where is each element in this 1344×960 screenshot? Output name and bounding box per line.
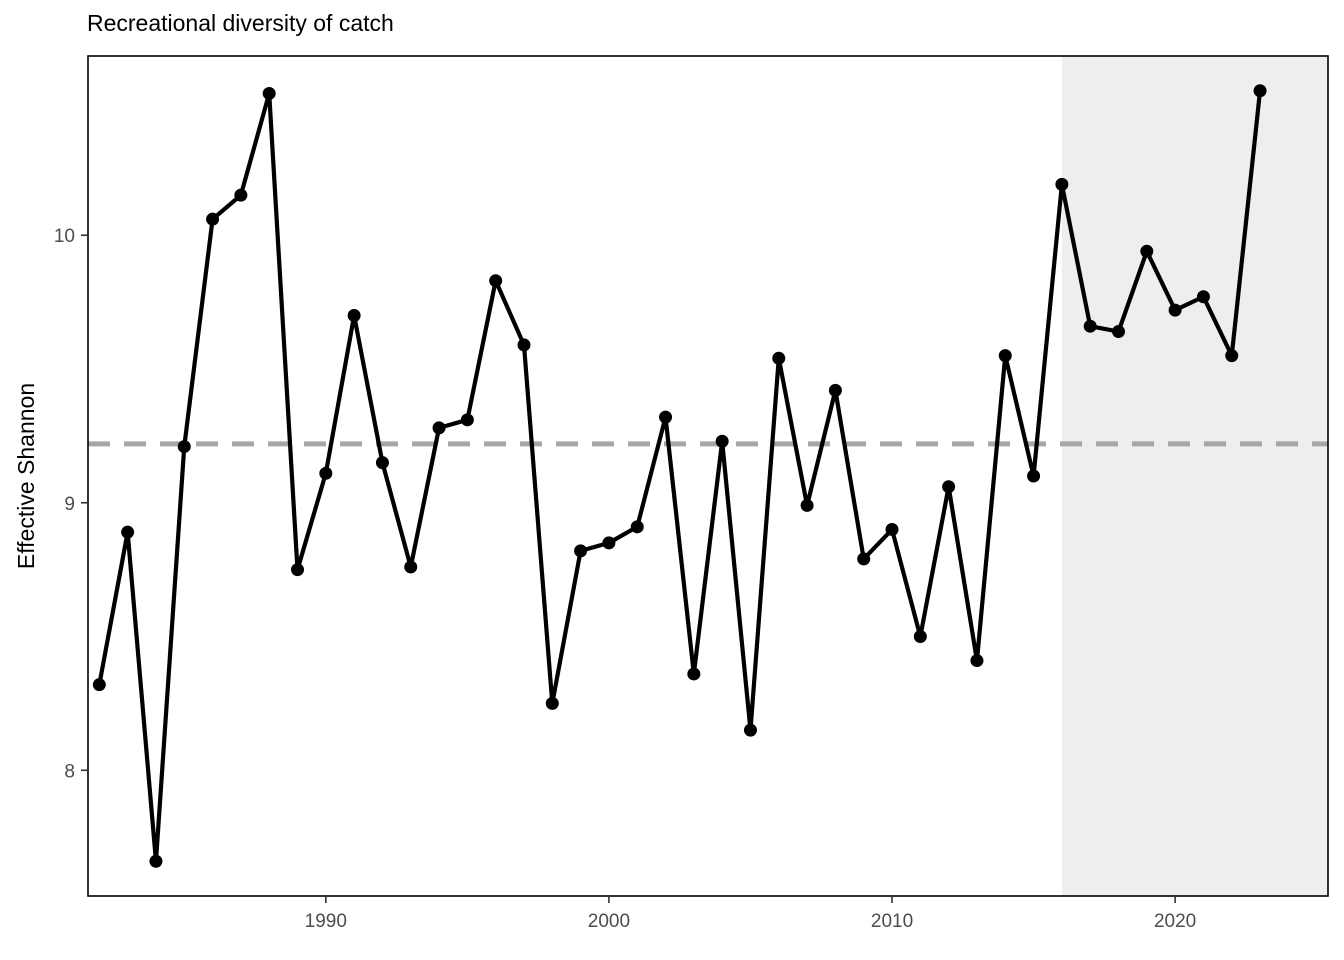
axis-ticks-layer: 1990 2000 2010 2020 8 9 10 — [54, 226, 1196, 932]
plot-panel-border — [87, 55, 1329, 897]
data-point-1983 — [121, 525, 135, 539]
data-point-2018 — [1112, 325, 1126, 339]
x-tick-label: 2000 — [588, 911, 630, 932]
data-point-2007 — [800, 498, 814, 512]
data-point-2010 — [885, 523, 899, 537]
shaded-forecast-region — [1061, 56, 1328, 896]
data-point-1990 — [319, 466, 333, 480]
x-tick-label: 2020 — [1154, 911, 1196, 932]
data-points-layer — [92, 84, 1267, 868]
y-tick-label: 8 — [64, 761, 75, 782]
data-point-1982 — [92, 678, 106, 692]
data-point-1991 — [347, 308, 361, 322]
series-line — [97, 88, 1263, 864]
y-tick-label: 10 — [54, 226, 75, 247]
data-point-2016 — [1055, 177, 1069, 191]
data-point-2014 — [998, 349, 1012, 363]
data-point-2022 — [1225, 349, 1239, 363]
shaded-region-layer — [1061, 56, 1328, 896]
data-point-1998 — [545, 696, 559, 710]
data-point-2004 — [715, 434, 729, 448]
data-point-1984 — [149, 854, 163, 868]
data-point-2003 — [687, 667, 701, 681]
data-point-2002 — [659, 410, 673, 424]
data-point-1994 — [432, 421, 446, 435]
data-point-1989 — [290, 563, 304, 577]
data-point-2005 — [743, 723, 757, 737]
data-point-2008 — [828, 383, 842, 397]
data-point-2013 — [970, 654, 984, 668]
y-axis-label: Effective Shannon — [13, 383, 39, 569]
data-point-1987 — [234, 188, 248, 202]
data-point-1995 — [460, 413, 474, 427]
data-point-1986 — [206, 212, 220, 226]
x-tick-label: 1990 — [305, 911, 347, 932]
data-point-2015 — [1027, 469, 1041, 483]
series-line-layer — [97, 88, 1263, 864]
x-tick-label: 2010 — [871, 911, 913, 932]
data-point-2012 — [942, 480, 956, 494]
data-point-2023 — [1253, 84, 1267, 98]
data-point-2011 — [913, 630, 927, 644]
data-point-1993 — [404, 560, 418, 574]
data-point-1997 — [517, 338, 531, 352]
data-point-1988 — [262, 86, 276, 100]
data-point-2006 — [772, 351, 786, 365]
data-point-2009 — [857, 552, 871, 566]
data-point-1996 — [489, 274, 503, 288]
data-point-2000 — [602, 536, 616, 550]
data-point-2017 — [1083, 319, 1097, 333]
y-tick-label: 9 — [64, 494, 75, 515]
data-point-2021 — [1196, 290, 1210, 304]
data-point-1992 — [375, 456, 389, 470]
data-point-2019 — [1140, 244, 1154, 258]
data-point-1999 — [574, 544, 588, 558]
data-point-2001 — [630, 520, 644, 534]
data-point-1985 — [177, 440, 191, 454]
chart-title: Recreational diversity of catch — [87, 10, 394, 36]
data-point-2020 — [1168, 303, 1182, 317]
